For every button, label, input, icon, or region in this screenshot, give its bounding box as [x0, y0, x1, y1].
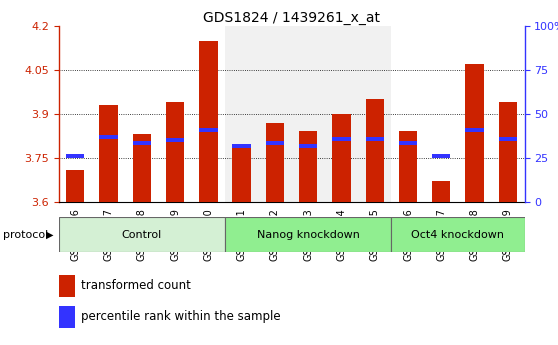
Bar — [199, 128, 218, 132]
Bar — [399, 131, 417, 202]
Bar — [499, 137, 517, 141]
Bar — [299, 131, 318, 202]
Text: percentile rank within the sample: percentile rank within the sample — [81, 310, 281, 323]
Bar — [499, 102, 517, 202]
Bar — [225, 217, 391, 252]
Text: protocol: protocol — [3, 230, 48, 239]
Bar — [333, 114, 350, 202]
Text: Control: Control — [122, 230, 162, 239]
Bar — [59, 217, 225, 252]
Bar — [333, 137, 350, 141]
Bar — [233, 144, 251, 148]
Bar — [99, 105, 118, 202]
Bar — [66, 170, 84, 202]
Bar — [266, 123, 284, 202]
Bar — [133, 135, 151, 202]
Bar — [365, 137, 384, 141]
Title: GDS1824 / 1439261_x_at: GDS1824 / 1439261_x_at — [203, 11, 380, 25]
Bar — [166, 102, 184, 202]
Bar — [59, 275, 75, 297]
Bar — [465, 64, 484, 202]
Bar — [66, 155, 84, 158]
Bar — [133, 141, 151, 145]
Bar — [225, 26, 391, 202]
Bar — [166, 138, 184, 142]
Bar — [59, 306, 75, 328]
Bar — [199, 40, 218, 202]
Bar — [432, 181, 450, 202]
Bar — [266, 141, 284, 145]
Bar — [233, 146, 251, 202]
Bar — [399, 141, 417, 145]
Bar — [365, 99, 384, 202]
Text: Nanog knockdown: Nanog knockdown — [257, 230, 360, 239]
Text: transformed count: transformed count — [81, 279, 191, 292]
Bar — [465, 128, 484, 132]
Bar — [432, 155, 450, 158]
Text: ▶: ▶ — [46, 230, 53, 239]
Bar — [299, 144, 318, 148]
Text: Oct4 knockdown: Oct4 knockdown — [411, 230, 504, 239]
Bar — [391, 217, 525, 252]
Bar — [99, 135, 118, 139]
